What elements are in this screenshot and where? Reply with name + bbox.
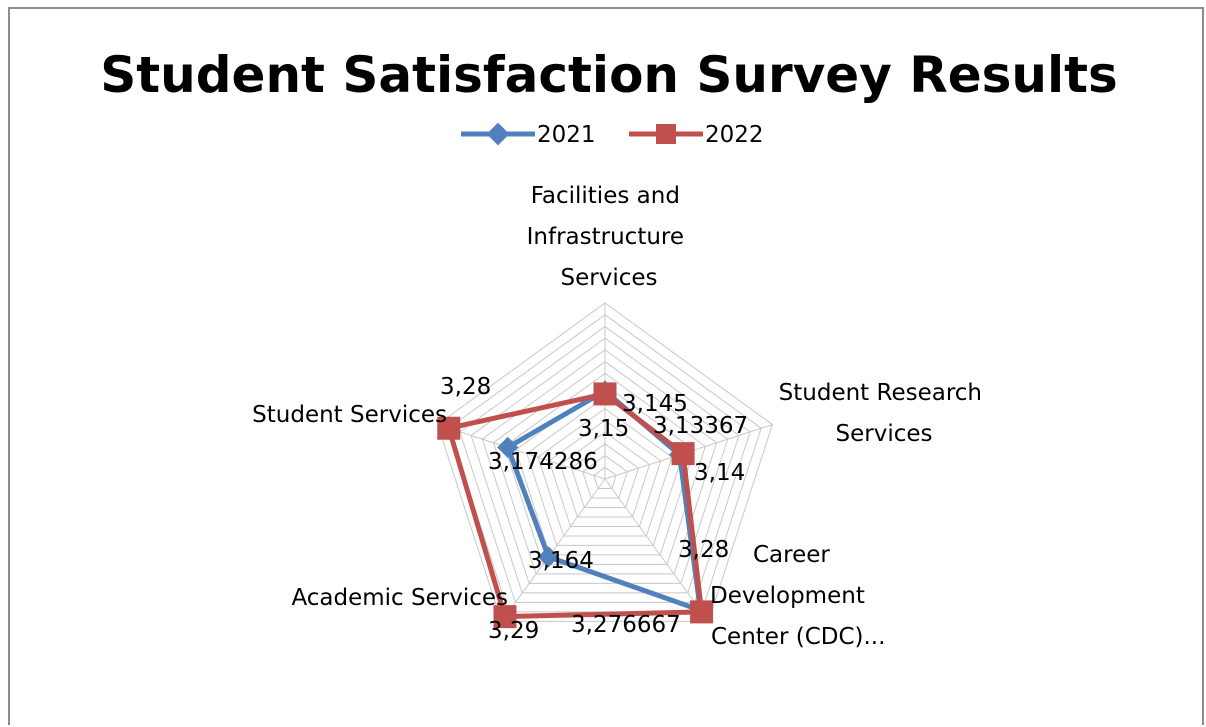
data-point-2022-2	[690, 600, 714, 624]
data-point-2022-1	[671, 442, 695, 466]
data-point-2022-4	[437, 416, 461, 440]
grid-ring	[515, 384, 695, 556]
category-label-student-research: Student Research Services	[779, 380, 990, 447]
grid-ring	[504, 372, 706, 565]
data-label-2022-student-services: 3,28	[440, 374, 491, 400]
grid-spoke	[501, 478, 606, 622]
data-label-2022-facilities: 3,145	[622, 391, 688, 417]
legend-marker-2022	[656, 124, 676, 144]
grid-ring	[570, 443, 640, 508]
grid-ring	[548, 419, 662, 527]
grid-ring	[559, 431, 651, 518]
data-label-2022-research: 3,14	[694, 460, 745, 486]
legend: 2021 2022	[461, 122, 764, 148]
data-label-2021-career: 3,276667	[571, 612, 681, 638]
data-label-2021-facilities: 3,15	[578, 416, 629, 442]
grid-ring	[481, 349, 729, 584]
data-label-2021-research: 3,13367	[653, 413, 748, 439]
grid-ring	[537, 407, 673, 537]
data-point-2022-3	[493, 605, 517, 629]
grid-spoke	[604, 478, 709, 622]
grid-ring	[582, 454, 628, 499]
grid-ring	[437, 302, 773, 622]
grid-ring	[459, 325, 751, 603]
legend-label-2021: 2021	[537, 122, 596, 148]
chart-title: Student Satisfaction Survey Results	[100, 46, 1118, 104]
series-line-2022	[446, 391, 705, 620]
data-label-2022-academic: 3,29	[488, 618, 539, 644]
grid-spoke	[437, 424, 606, 480]
category-label-facilities: Facilities and Infrastructure Services	[527, 183, 692, 291]
category-label-student-services: Student Services	[252, 402, 447, 428]
category-label-academic: Academic Services	[291, 585, 508, 611]
legend-marker-2021	[486, 122, 510, 146]
grid-ring	[492, 361, 718, 575]
data-label-2021-academic: 3,164	[528, 548, 594, 574]
data-label-2022-career: 3,28	[678, 537, 729, 563]
chart-frame	[8, 7, 1204, 725]
legend-label-2022: 2022	[705, 122, 764, 148]
grid-ring	[593, 466, 617, 489]
radar-series	[437, 380, 714, 629]
data-point-2022-0	[593, 382, 617, 406]
category-labels: Facilities and Infrastructure Services S…	[252, 183, 990, 650]
data-point-2021-3	[537, 546, 560, 568]
category-label-career-development: Career Development Center (CDC)...	[710, 542, 885, 650]
data-label-2021-student-services: 3,174286	[488, 449, 598, 475]
data-labels: 3,15 3,13367 3,276667 3,164 3,174286 3,1…	[440, 374, 748, 644]
